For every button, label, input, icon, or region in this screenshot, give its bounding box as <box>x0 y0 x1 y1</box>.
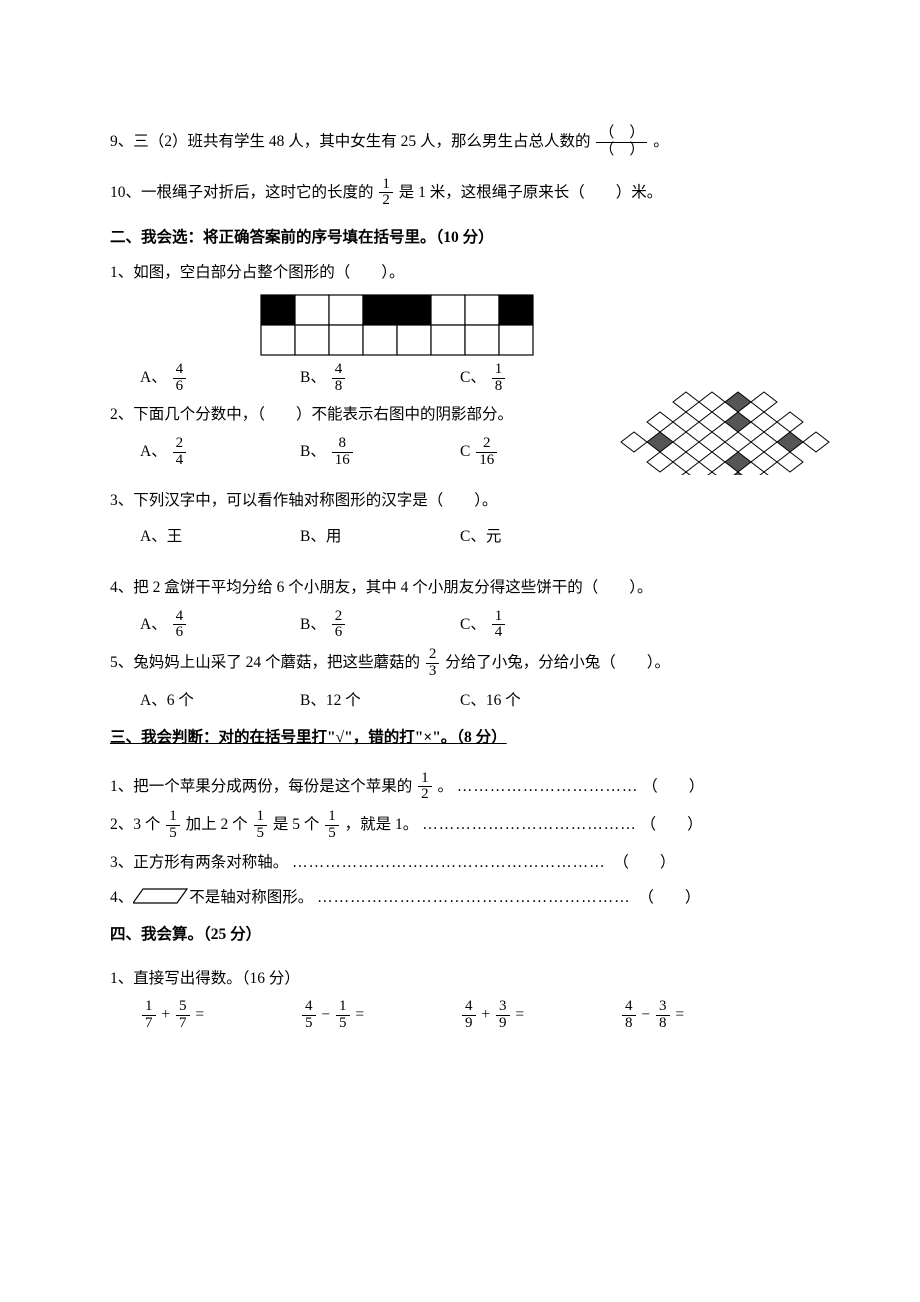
s2q5-text-b: 分给了小兔，分给小兔（ ）。 <box>445 654 670 671</box>
s2q2-figure <box>620 390 830 475</box>
q9: 9、三（2）班共有学生 48 人，其中女生有 25 人，那么男生占总人数的 （ … <box>110 126 810 159</box>
section-4-title: 四、我会算。（25 分） <box>110 920 810 949</box>
s4-e4: 48 − 38 = <box>620 999 780 1032</box>
s4-row-1: 17 + 57 = 45 − 15 = 49 + 39 = 48 − 38 = <box>110 999 810 1032</box>
s2q1-option-b[interactable]: B、 48 <box>300 362 460 395</box>
s3q4: 4、不是轴对称图形。 ………………………………………………… （ ） <box>110 883 810 912</box>
s4q1-text: 1、直接写出得数。（16 分） <box>110 964 810 993</box>
s2q2-option-a[interactable]: A、 24 <box>110 436 300 469</box>
s2q3-options: A、王 B、用 C、元 <box>110 522 810 551</box>
s2q3-option-c[interactable]: C、元 <box>460 522 640 551</box>
s2q5-options: A、6 个 B、12 个 C、16 个 <box>110 686 810 715</box>
s3q4-blank[interactable]: （ ） <box>638 889 700 906</box>
section-2-title: 二、我会选：将正确答案前的序号填在括号里。（10 分） <box>110 223 810 252</box>
s4-e2: 45 − 15 = <box>300 999 460 1032</box>
s2q2: 2、下面几个分数中，（ ）不能表示右图中的阴影部分。 A、 24 B、 816 … <box>110 400 810 468</box>
s2q1-text: 1、如图，空白部分占整个图形的（ ）。 <box>110 258 810 287</box>
s3q1-blank[interactable]: （ ） <box>642 777 704 794</box>
s2q5-option-c[interactable]: C、16 个 <box>460 686 640 715</box>
q10-text-b: 是 1 米，这根绳子原来长（ ）米。 <box>399 183 663 200</box>
s3q3-blank[interactable]: （ ） <box>613 854 675 871</box>
s3q2: 2、3 个 15 加上 2 个 15 是 5 个 15 ，就是 1。 ……………… <box>110 809 810 842</box>
s2q4-option-c[interactable]: C、 14 <box>460 609 640 642</box>
q9-text-b: 。 <box>653 133 669 150</box>
s2q4-option-a[interactable]: A、 46 <box>110 609 300 642</box>
checker-grid-icon <box>260 294 534 356</box>
s2q5-fraction: 2 3 <box>426 647 440 680</box>
s2q5-option-b[interactable]: B、12 个 <box>300 686 460 715</box>
q9-text-a: 9、三（2）班共有学生 48 人，其中女生有 25 人，那么男生占总人数的 <box>110 133 591 150</box>
s2q1-figure <box>110 294 810 356</box>
s2q5: 5、兔妈妈上山采了 24 个蘑菇，把这些蘑菇的 2 3 分给了小兔，分给小兔（ … <box>110 647 810 680</box>
section-3-title: 三、我会判断：对的在括号里打"√"，错的打"×"。（8 分） <box>110 723 810 752</box>
s4-e1: 17 + 57 = <box>140 999 300 1032</box>
s2q4-option-b[interactable]: B、 26 <box>300 609 460 642</box>
s3q1: 1、把一个苹果分成两份，每份是这个苹果的 12 。 …………………………… （ … <box>110 771 810 804</box>
s2q3-text: 3、下列汉字中，可以看作轴对称图形的汉字是（ ）。 <box>110 486 810 515</box>
q9-blank-fraction[interactable]: （ ） （ ） <box>596 126 647 159</box>
s2q2-option-c[interactable]: C 216 <box>460 436 640 469</box>
s2q4-text: 4、把 2 盒饼干平均分给 6 个小朋友，其中 4 个小朋友分得这些饼干的（ ）… <box>110 573 810 602</box>
s2q5-text-a: 5、兔妈妈上山采了 24 个蘑菇，把这些蘑菇的 <box>110 654 420 671</box>
q10-text-a: 10、一根绳子对折后，这时它的长度的 <box>110 183 374 200</box>
s3q2-blank[interactable]: （ ） <box>641 816 703 833</box>
diamond-grid-icon <box>620 390 830 475</box>
s2q4-options: A、 46 B、 26 C、 14 <box>110 609 810 642</box>
s2q3-option-b[interactable]: B、用 <box>300 522 460 551</box>
s4-e3: 49 + 39 = <box>460 999 620 1032</box>
s2q1-option-a[interactable]: A、 46 <box>110 362 300 395</box>
q10: 10、一根绳子对折后，这时它的长度的 1 2 是 1 米，这根绳子原来长（ ）米… <box>110 177 810 210</box>
q10-fraction: 1 2 <box>379 177 393 210</box>
s2q5-option-a[interactable]: A、6 个 <box>110 686 300 715</box>
s2q2-option-b[interactable]: B、 816 <box>300 436 460 469</box>
s2q3-option-a[interactable]: A、王 <box>110 522 300 551</box>
parallelogram-icon <box>133 887 189 905</box>
s2q1-option-c[interactable]: C、 18 <box>460 362 640 395</box>
s3q3: 3、正方形有两条对称轴。 ………………………………………………… （ ） <box>110 848 810 877</box>
